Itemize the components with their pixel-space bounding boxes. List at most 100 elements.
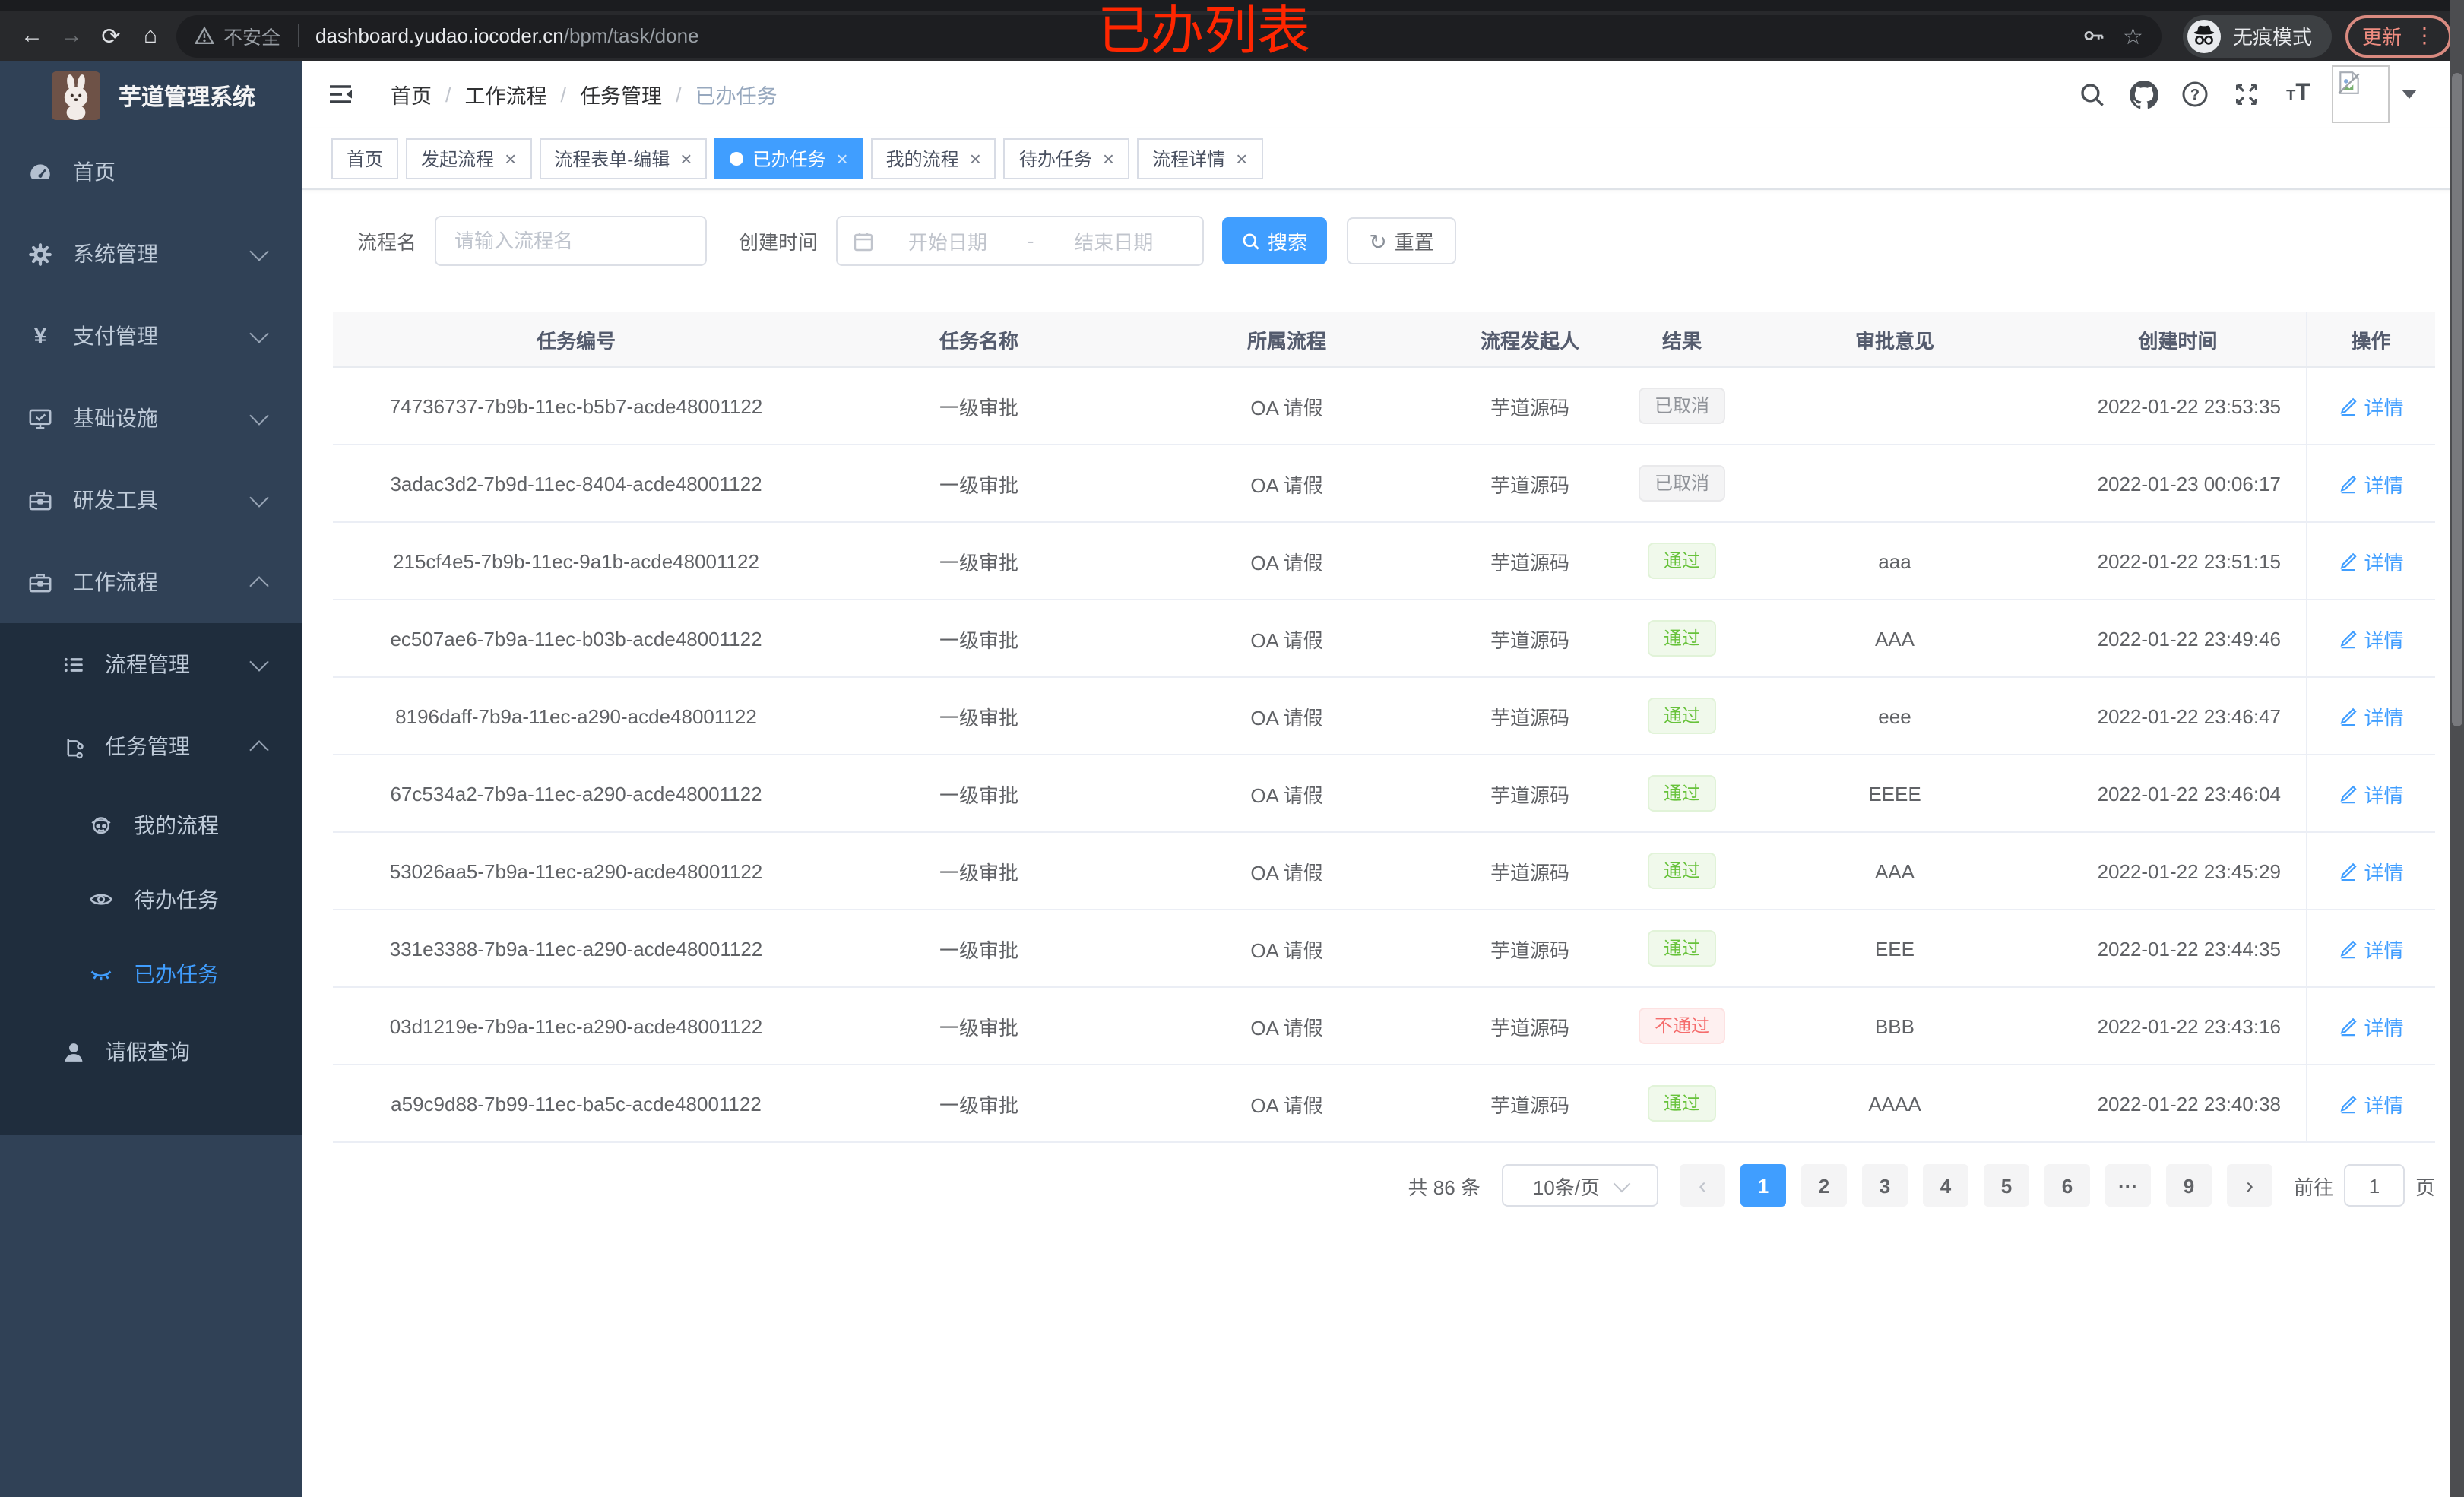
- col-task-name: 任务名称: [819, 312, 1139, 368]
- page-size-select[interactable]: 10条/页: [1501, 1164, 1658, 1207]
- table-row: 215cf4e5-7b9b-11ec-9a1b-acde48001122 一级审…: [333, 522, 2435, 600]
- table-row: ec507ae6-7b9a-11ec-b03b-acde48001122 一级审…: [333, 600, 2435, 678]
- breadcrumb-home[interactable]: 首页: [391, 85, 432, 108]
- tag-home[interactable]: 首页: [331, 138, 399, 179]
- key-icon[interactable]: [2082, 24, 2105, 47]
- window-scrollbar[interactable]: [2450, 0, 2464, 1497]
- detail-link[interactable]: 详情: [2338, 779, 2404, 808]
- tag-todo-tasks[interactable]: 待办任务 ×: [1003, 138, 1130, 179]
- close-icon[interactable]: ×: [969, 147, 981, 169]
- next-page-button[interactable]: ›: [2226, 1164, 2272, 1207]
- home-icon[interactable]: ⌂: [143, 23, 158, 49]
- cell-created: 2022-01-22 23:46:47: [2051, 677, 2306, 755]
- page-button-1[interactable]: 1: [1740, 1164, 1786, 1207]
- url-bar[interactable]: 不安全 dashboard.yudao.iocoder.cn/bpm/task/…: [176, 14, 2162, 57]
- sidebar-item-my-process[interactable]: 我的流程: [0, 787, 302, 862]
- page-button-3[interactable]: 3: [1861, 1164, 1908, 1207]
- detail-link[interactable]: 详情: [2338, 701, 2404, 730]
- chevron-down-icon: [249, 405, 269, 425]
- close-icon[interactable]: ×: [1102, 147, 1115, 169]
- tag-start-process[interactable]: 发起流程 ×: [406, 138, 532, 179]
- cell-task-name: 一级审批: [819, 445, 1139, 523]
- scrollbar-thumb[interactable]: [2452, 73, 2462, 726]
- sidebar-item-workflow[interactable]: 工作流程: [0, 541, 302, 623]
- detail-link[interactable]: 详情: [2338, 934, 2404, 963]
- cell-result: 不通过: [1625, 987, 1739, 1065]
- cell-result: 通过: [1625, 677, 1739, 755]
- page-button-5[interactable]: 5: [1983, 1164, 2029, 1207]
- tag-done-tasks[interactable]: 已办任务 ×: [714, 138, 863, 179]
- date-range-picker[interactable]: 开始日期 - 结束日期: [836, 216, 1205, 266]
- cell-task-id: 03d1219e-7b9a-11ec-a290-acde48001122: [333, 987, 819, 1065]
- sidebar-item-task-mgmt[interactable]: 任务管理: [0, 705, 302, 787]
- tag-process-detail[interactable]: 流程详情 ×: [1137, 138, 1263, 179]
- detail-link[interactable]: 详情: [2338, 546, 2404, 575]
- detail-link[interactable]: 详情: [2338, 624, 2404, 653]
- page-button-4[interactable]: 4: [1922, 1164, 1968, 1207]
- cell-action: 详情: [2305, 522, 2435, 600]
- table-row: 03d1219e-7b9a-11ec-a290-acde48001122 一级审…: [333, 987, 2435, 1065]
- cell-created: 2022-01-22 23:49:46: [2051, 600, 2306, 678]
- back-icon[interactable]: ←: [21, 23, 43, 49]
- hamburger-icon[interactable]: [327, 81, 354, 108]
- calendar-icon: [854, 232, 873, 251]
- search-button[interactable]: 搜索: [1222, 217, 1328, 264]
- close-icon[interactable]: ×: [1236, 147, 1248, 169]
- sidebar-item-system[interactable]: 系统管理: [0, 213, 302, 295]
- page-button-2[interactable]: 2: [1800, 1164, 1847, 1207]
- prev-page-button[interactable]: ‹: [1679, 1164, 1725, 1207]
- sidebar-item-done-tasks[interactable]: 已办任务: [0, 936, 302, 1011]
- tag-form-edit[interactable]: 流程表单-编辑 ×: [539, 138, 708, 179]
- breadcrumb-workflow[interactable]: 工作流程: [464, 85, 547, 108]
- sidebar-item-payment[interactable]: ¥ 支付管理: [0, 295, 302, 377]
- caret-down-icon[interactable]: [2402, 90, 2417, 99]
- status-badge: 已取消: [1639, 465, 1724, 502]
- github-icon[interactable]: [2117, 61, 2169, 128]
- close-icon[interactable]: ×: [836, 147, 848, 169]
- table-row: 331e3388-7b9a-11ec-a290-acde48001122 一级审…: [333, 910, 2435, 988]
- cell-comment: AAA: [1739, 600, 2051, 678]
- reset-button[interactable]: ↻ 重置: [1347, 217, 1457, 264]
- cell-starter: 芋道源码: [1435, 445, 1625, 523]
- close-icon[interactable]: ×: [505, 147, 517, 169]
- page-button-6[interactable]: 6: [2044, 1164, 2090, 1207]
- breadcrumb-task-mgmt[interactable]: 任务管理: [580, 85, 663, 108]
- goto-page-input[interactable]: [2343, 1164, 2405, 1207]
- page-button-9[interactable]: 9: [2165, 1164, 2212, 1207]
- bookmark-star-icon[interactable]: ☆: [2123, 24, 2143, 49]
- annotation-overlay: 已办列表: [1097, 2, 1311, 61]
- dashboard-icon: [27, 159, 53, 185]
- detail-link[interactable]: 详情: [2338, 1011, 2404, 1040]
- update-button[interactable]: 更新 ⋮: [2345, 14, 2452, 57]
- sidebar-item-infra[interactable]: 基础设施: [0, 377, 302, 459]
- avatar[interactable]: [2332, 65, 2390, 123]
- edit-icon: [2340, 1094, 2358, 1113]
- sidebar-item-leave-query[interactable]: 请假查询: [0, 1011, 302, 1093]
- process-name-input[interactable]: [435, 216, 708, 266]
- edit-icon: [2340, 707, 2358, 726]
- page-ellipsis[interactable]: ···: [2105, 1164, 2151, 1207]
- detail-link[interactable]: 详情: [2338, 391, 2404, 420]
- sidebar-item-process-mgmt[interactable]: 流程管理: [0, 623, 302, 705]
- cell-process: OA 请假: [1139, 1065, 1435, 1143]
- sidebar-item-devtools[interactable]: 研发工具: [0, 459, 302, 541]
- logo-row: 芋道管理系统: [0, 61, 302, 131]
- search-icon[interactable]: [2066, 61, 2117, 128]
- close-icon[interactable]: ×: [680, 147, 692, 169]
- sidebar-item-home[interactable]: 首页: [0, 131, 302, 213]
- edit-icon: [2340, 1017, 2358, 1036]
- cell-comment: BBB: [1739, 987, 2051, 1065]
- table-row: 3adac3d2-7b9d-11ec-8404-acde48001122 一级审…: [333, 445, 2435, 523]
- tag-my-process[interactable]: 我的流程 ×: [870, 138, 996, 179]
- fullscreen-icon[interactable]: [2221, 61, 2272, 128]
- reload-icon[interactable]: ⟳: [101, 24, 121, 49]
- detail-link[interactable]: 详情: [2338, 469, 2404, 498]
- forward-icon[interactable]: →: [60, 23, 83, 49]
- detail-link[interactable]: 详情: [2338, 856, 2404, 885]
- detail-link[interactable]: 详情: [2338, 1089, 2404, 1118]
- browser-menu-icon[interactable]: ⋮: [2414, 23, 2435, 47]
- sidebar-item-todo-tasks[interactable]: 待办任务: [0, 862, 302, 936]
- help-icon[interactable]: ?: [2169, 61, 2221, 128]
- cell-starter: 芋道源码: [1435, 987, 1625, 1065]
